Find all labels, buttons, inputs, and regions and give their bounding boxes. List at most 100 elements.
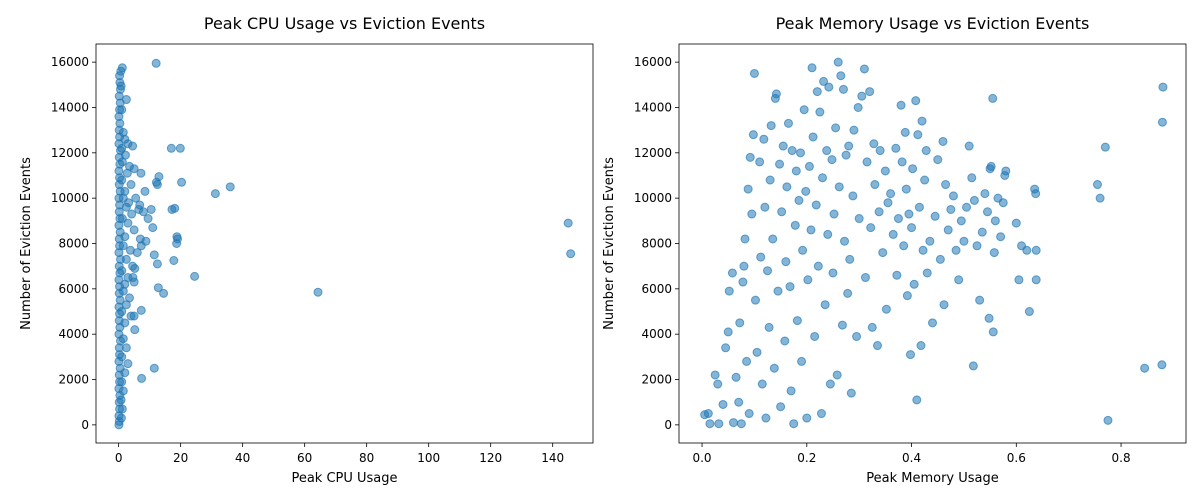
data-point — [977, 227, 987, 237]
data-point — [136, 241, 146, 251]
data-point — [152, 259, 162, 269]
data-point — [853, 102, 863, 112]
data-point — [845, 254, 855, 264]
data-point — [846, 388, 856, 398]
data-point — [117, 175, 127, 185]
data-point — [149, 250, 159, 260]
data-point — [815, 107, 825, 117]
memory-y-axis-label: Number of Eviction Events — [602, 157, 617, 330]
data-point — [968, 361, 978, 371]
data-point — [153, 283, 163, 293]
data-point — [117, 143, 127, 153]
data-point — [129, 225, 139, 235]
data-point — [1092, 180, 1102, 190]
data-point — [1158, 82, 1168, 92]
data-point — [881, 304, 891, 314]
data-point — [172, 239, 182, 248]
data-point — [1001, 166, 1011, 176]
data-point — [757, 379, 767, 389]
data-point — [1157, 360, 1167, 370]
data-point — [118, 334, 128, 344]
data-point — [117, 63, 127, 73]
data-point — [988, 93, 998, 103]
x-tick-label: 0.0 — [692, 451, 711, 465]
data-point — [859, 64, 869, 74]
data-point — [743, 184, 753, 194]
data-point — [117, 307, 127, 317]
data-point — [964, 141, 974, 151]
data-point — [840, 236, 850, 246]
data-point — [796, 148, 806, 158]
data-point — [909, 279, 919, 289]
x-tick-label: 0.8 — [1112, 451, 1131, 465]
data-point — [938, 136, 948, 146]
data-point — [117, 352, 127, 362]
data-point — [810, 331, 820, 341]
data-point — [988, 327, 998, 337]
data-point — [123, 218, 133, 228]
x-tick-label: 0.2 — [797, 451, 816, 465]
data-point — [857, 91, 867, 101]
data-point — [854, 214, 864, 224]
data-point — [880, 166, 890, 176]
data-point — [131, 193, 141, 203]
data-point — [166, 143, 176, 153]
data-point — [759, 134, 769, 144]
data-point — [844, 141, 854, 151]
data-point — [130, 325, 140, 335]
data-point — [118, 241, 128, 251]
data-point — [1100, 142, 1110, 152]
data-point — [904, 209, 914, 219]
data-point — [135, 200, 145, 210]
data-point — [834, 182, 844, 192]
data-point — [939, 300, 949, 310]
memory-chart-title: Peak Memory Usage vs Eviction Events — [776, 14, 1090, 33]
data-point — [921, 146, 931, 156]
data-point — [566, 249, 576, 259]
data-point — [143, 214, 153, 224]
data-point — [750, 295, 760, 305]
y-tick-label: 6000 — [641, 282, 672, 296]
data-point — [121, 95, 131, 105]
data-point — [865, 87, 875, 97]
data-point — [956, 216, 966, 226]
data-point — [794, 195, 804, 205]
y-tick-label: 6000 — [58, 282, 89, 296]
data-point — [827, 155, 837, 165]
data-point — [807, 63, 817, 73]
data-point — [804, 161, 814, 171]
data-point — [123, 359, 133, 369]
cpu-x-axis-label: Peak CPU Usage — [291, 471, 397, 486]
data-point — [703, 409, 713, 419]
data-point — [149, 363, 159, 373]
data-point — [1024, 307, 1034, 317]
data-point — [917, 116, 927, 126]
data-point — [169, 256, 179, 265]
data-point — [789, 419, 799, 429]
data-point — [713, 379, 723, 389]
data-point — [893, 214, 903, 224]
data-point — [766, 121, 776, 131]
data-point — [121, 343, 131, 353]
data-point — [899, 241, 909, 251]
data-point — [765, 175, 775, 185]
data-point — [120, 368, 130, 378]
data-point — [922, 268, 932, 278]
data-point — [1031, 275, 1041, 285]
data-point — [962, 202, 972, 212]
data-point — [848, 191, 858, 201]
data-point — [724, 286, 734, 296]
data-point — [888, 229, 898, 239]
cpu-scatter-panel: 0 20 40 60 80 100 120 140 0 2000 4000 6000 8000 10000… — [19, 14, 594, 486]
data-point — [896, 100, 906, 110]
data-point — [831, 123, 841, 133]
data-point — [933, 155, 943, 165]
data-point — [136, 168, 146, 178]
data-point — [313, 287, 323, 297]
data-point — [128, 141, 138, 151]
data-point — [867, 322, 877, 332]
data-point — [783, 118, 793, 128]
data-point — [935, 254, 945, 264]
data-point — [869, 139, 879, 149]
data-point — [891, 143, 901, 153]
